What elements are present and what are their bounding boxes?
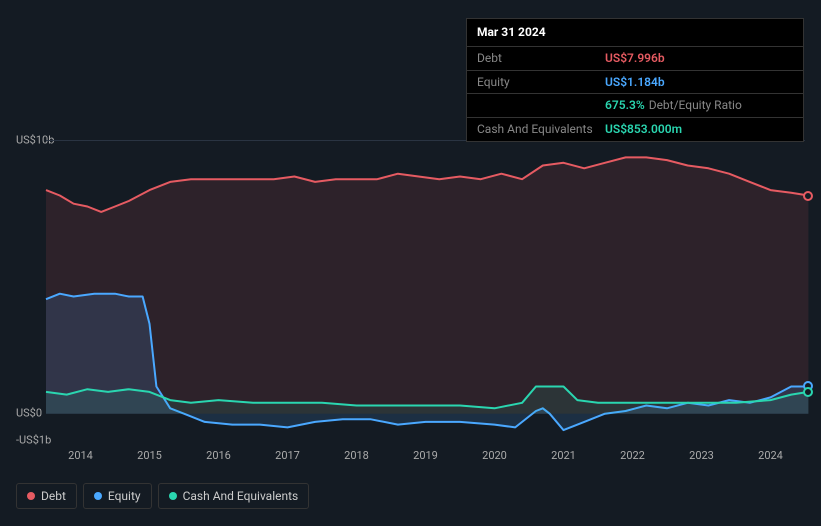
x-axis-label: 2014 bbox=[68, 449, 93, 462]
tooltip-row: Cash And EquivalentsUS$853.000m bbox=[467, 118, 803, 141]
x-axis-label: 2017 bbox=[275, 449, 300, 462]
legend-label: Debt bbox=[41, 489, 66, 503]
tooltip-suffix: Debt/Equity Ratio bbox=[649, 97, 742, 114]
x-axis-label: 2020 bbox=[482, 449, 507, 462]
tooltip-value: US$853.000m bbox=[605, 121, 682, 138]
legend-item-debt[interactable]: Debt bbox=[16, 483, 77, 509]
tooltip-value: 675.3% bbox=[605, 97, 645, 114]
legend-item-cash[interactable]: Cash And Equivalents bbox=[158, 483, 310, 509]
chart-tooltip: Mar 31 2024DebtUS$7.996bEquityUS$1.184b6… bbox=[466, 18, 804, 142]
legend-label: Equity bbox=[108, 489, 141, 503]
tooltip-row: EquityUS$1.184b bbox=[467, 71, 803, 95]
tooltip-date: Mar 31 2024 bbox=[467, 19, 803, 47]
y-axis-label: US$0 bbox=[16, 406, 42, 419]
tooltip-row: DebtUS$7.996b bbox=[467, 47, 803, 71]
chart-legend: Debt Equity Cash And Equivalents bbox=[16, 483, 309, 509]
tooltip-label: Cash And Equivalents bbox=[477, 121, 605, 138]
legend-dot-icon bbox=[27, 492, 35, 500]
x-axis-label: 2023 bbox=[689, 449, 714, 462]
legend-item-equity[interactable]: Equity bbox=[83, 483, 152, 509]
x-axis-label: 2024 bbox=[758, 449, 783, 462]
tooltip-row: 675.3%Debt/Equity Ratio bbox=[467, 94, 803, 118]
tooltip-label bbox=[477, 97, 605, 114]
x-axis-label: 2016 bbox=[206, 449, 231, 462]
x-axis-label: 2015 bbox=[137, 449, 162, 462]
tooltip-label: Equity bbox=[477, 74, 605, 91]
x-axis-label: 2018 bbox=[344, 449, 369, 462]
legend-label: Cash And Equivalents bbox=[183, 489, 299, 503]
end-marker-debt bbox=[803, 191, 813, 201]
legend-dot-icon bbox=[169, 492, 177, 500]
plot-area[interactable]: 2014201520162017201820192020202120222023… bbox=[46, 140, 805, 440]
tooltip-value: US$7.996b bbox=[605, 50, 665, 67]
legend-dot-icon bbox=[94, 492, 102, 500]
end-marker-cash bbox=[803, 387, 813, 397]
x-axis-label: 2021 bbox=[551, 449, 576, 462]
area-debt bbox=[46, 157, 808, 413]
x-axis-label: 2022 bbox=[620, 449, 645, 462]
x-axis-label: 2019 bbox=[413, 449, 438, 462]
tooltip-value: US$1.184b bbox=[605, 74, 665, 91]
tooltip-label: Debt bbox=[477, 50, 605, 67]
chart-container: US$10bUS$0-US$1b 20142015201620172018201… bbox=[16, 120, 805, 455]
